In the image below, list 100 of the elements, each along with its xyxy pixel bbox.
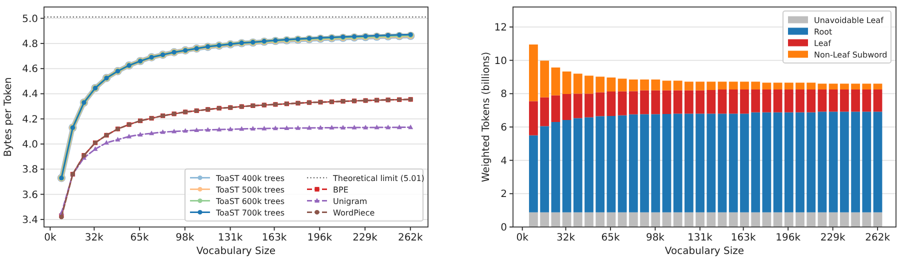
point bbox=[92, 146, 98, 151]
bar bbox=[662, 212, 672, 227]
bar bbox=[806, 82, 816, 90]
bar bbox=[740, 82, 749, 90]
bar bbox=[773, 82, 782, 90]
x-tick-label: 32k bbox=[556, 232, 576, 244]
bar bbox=[551, 68, 560, 96]
bar bbox=[873, 90, 882, 112]
bar bbox=[651, 90, 660, 114]
bar bbox=[840, 112, 849, 212]
legend-label: BPE bbox=[333, 185, 348, 194]
y-tick-label: 4.6 bbox=[22, 64, 38, 76]
legend-label: ToaST 700k trees bbox=[215, 208, 285, 218]
bar bbox=[696, 82, 704, 90]
legend-label: Unavoidable Leaf bbox=[814, 16, 884, 25]
x-tick-label: 163k bbox=[730, 232, 756, 244]
bar bbox=[740, 90, 749, 114]
bar bbox=[662, 80, 672, 90]
bar bbox=[828, 90, 838, 112]
x-tick-label: 262k bbox=[865, 232, 890, 244]
point bbox=[104, 140, 110, 145]
y-tick-label: 4.8 bbox=[22, 38, 38, 50]
bar bbox=[751, 212, 760, 227]
x-tick-label: 65k bbox=[130, 232, 150, 244]
bar bbox=[873, 84, 882, 90]
bar bbox=[529, 44, 538, 102]
bar bbox=[606, 212, 616, 227]
point bbox=[295, 125, 300, 130]
bar bbox=[706, 212, 716, 227]
bar bbox=[728, 90, 738, 114]
x-tick-label: 262k bbox=[398, 232, 424, 244]
y-tick-label: 4.0 bbox=[22, 140, 38, 151]
bar bbox=[806, 112, 816, 212]
bar bbox=[684, 212, 694, 227]
point bbox=[386, 124, 391, 130]
bar bbox=[596, 76, 605, 92]
y-tick-label: 12 bbox=[494, 22, 507, 34]
bar bbox=[529, 212, 538, 227]
bar bbox=[618, 115, 627, 212]
bar bbox=[584, 94, 594, 118]
bar bbox=[851, 84, 860, 90]
point bbox=[239, 126, 244, 131]
bar bbox=[762, 82, 772, 90]
bar bbox=[773, 112, 782, 212]
point bbox=[352, 124, 357, 130]
bar bbox=[751, 112, 760, 212]
bar bbox=[640, 80, 649, 90]
bar bbox=[640, 90, 649, 114]
bar bbox=[873, 112, 882, 212]
bar bbox=[596, 212, 605, 227]
y-tick-label: 2 bbox=[500, 189, 507, 200]
bar bbox=[840, 84, 849, 90]
x-tick-label: 196k bbox=[776, 232, 801, 244]
point bbox=[318, 125, 324, 130]
bar bbox=[828, 84, 838, 90]
point bbox=[374, 124, 380, 130]
point bbox=[272, 126, 278, 130]
legend-label: ToaST 500k trees bbox=[215, 185, 285, 194]
bar bbox=[718, 114, 727, 212]
bar bbox=[628, 80, 638, 92]
legend-label: Theoretical limit (5.01) bbox=[332, 174, 424, 183]
bar bbox=[728, 82, 738, 90]
bar bbox=[762, 90, 772, 112]
bar bbox=[840, 90, 849, 112]
x-tick-label: 0k bbox=[44, 232, 56, 244]
point bbox=[363, 124, 368, 130]
bar bbox=[573, 212, 582, 227]
point bbox=[228, 126, 233, 132]
bar bbox=[628, 212, 638, 227]
bar bbox=[540, 97, 550, 126]
bar bbox=[806, 212, 816, 227]
point bbox=[115, 136, 120, 142]
point bbox=[138, 132, 143, 136]
bar bbox=[851, 212, 860, 227]
legend-label: ToaST 600k trees bbox=[215, 196, 285, 206]
point bbox=[172, 128, 177, 134]
y-tick-label: 4.2 bbox=[22, 114, 38, 126]
x-tick-label: 229k bbox=[352, 232, 378, 244]
bar bbox=[706, 82, 716, 90]
y-tick-label: 5.0 bbox=[22, 14, 38, 25]
bar bbox=[628, 114, 638, 212]
point bbox=[216, 126, 222, 132]
bar bbox=[618, 91, 627, 116]
x-tick-label: 0k bbox=[516, 232, 529, 244]
bar bbox=[673, 90, 682, 114]
bar bbox=[840, 212, 849, 227]
point bbox=[160, 129, 166, 134]
bar bbox=[796, 90, 804, 112]
y-tick-label: 8 bbox=[500, 89, 507, 100]
bar bbox=[818, 212, 827, 227]
point bbox=[182, 128, 188, 133]
bar bbox=[684, 82, 694, 90]
bar bbox=[762, 112, 772, 212]
bar bbox=[562, 94, 572, 120]
bar bbox=[718, 90, 727, 114]
bar bbox=[828, 112, 838, 212]
bar bbox=[728, 114, 738, 212]
x-axis-title: Vocabulary Size bbox=[196, 246, 276, 257]
bar bbox=[662, 114, 672, 212]
bar bbox=[673, 212, 682, 227]
